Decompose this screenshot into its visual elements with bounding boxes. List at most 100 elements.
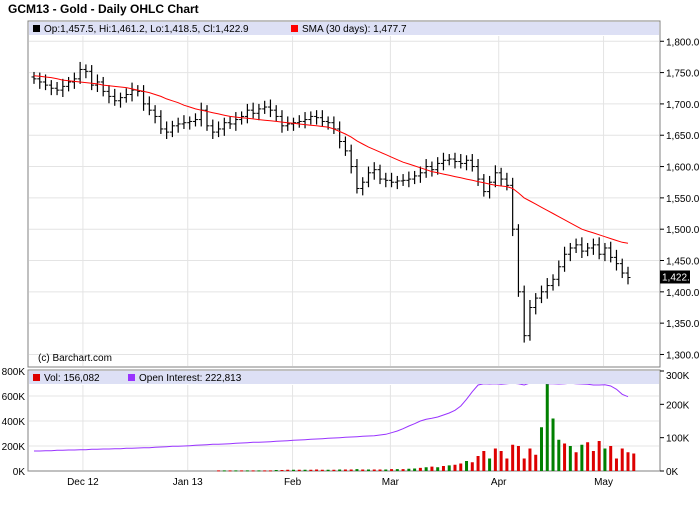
ohlc-bar [573, 238, 579, 253]
ohlc-bar [377, 164, 383, 185]
ohlc-bar [590, 238, 596, 255]
volume-bar [384, 469, 388, 471]
ohlc-bar [227, 116, 233, 129]
ohlc-bar [89, 65, 95, 91]
volume-bar [476, 456, 480, 471]
volume-bar [505, 458, 509, 471]
ohlc-bar [279, 110, 285, 133]
ohlc-bar [118, 92, 124, 108]
ohlc-bar [579, 237, 585, 259]
price-tick-label: 1,550.0 [666, 194, 700, 205]
date-tick-label: Mar [382, 477, 400, 488]
ohlc-bar [596, 237, 602, 260]
ohlc-bar [54, 81, 60, 96]
ohlc-bar [48, 80, 54, 96]
ohlc-bar [146, 96, 152, 116]
ohlc-bar [400, 174, 406, 186]
price-tick-label: 1,300.0 [666, 350, 700, 361]
last-price-badge [660, 270, 690, 284]
open-interest-right-axis: 0K 100K 200K 300K [660, 370, 690, 478]
ohlc-bar [262, 100, 268, 114]
ohlc-bar [342, 136, 348, 156]
date-tick-label: Dec 12 [67, 477, 99, 488]
ohlc-bar [210, 119, 216, 139]
ohlc-bar [619, 258, 625, 279]
volume-bar [482, 451, 486, 471]
price-tick-label: 1,400.0 [666, 288, 700, 299]
volume-bar [280, 470, 284, 471]
ohlc-bar [129, 82, 135, 102]
ohlc-bar [221, 117, 227, 136]
ohlc-bar [71, 72, 77, 89]
sma-legend-text: SMA (30 days): 1,477.7 [302, 24, 407, 35]
oi-tick-label: 300K [666, 371, 690, 382]
volume-bar [465, 461, 469, 471]
chart-title: GCM13 - Gold - Daily OHLC Chart [8, 2, 199, 16]
price-legend-bar [29, 22, 659, 35]
volume-bar [234, 470, 238, 472]
price-panel [27, 20, 661, 368]
volume-bar [372, 469, 376, 471]
price-y-axis: 1,300.0 1,350.0 1,400.0 1,450.0 1,500.0 1,550… [660, 37, 700, 361]
ohlc-bar [37, 72, 43, 89]
price-grid [29, 36, 659, 366]
ohlc-bar [469, 154, 475, 172]
price-tick-label: 1,350.0 [666, 319, 700, 330]
date-x-axis: Dec 12 Jan 13 Feb Mar Apr May [67, 477, 613, 488]
volume-tick-label: 400K [2, 417, 26, 428]
ohlc-bar [487, 175, 493, 199]
volume-left-axis: 0K 200K 400K 600K 800K [2, 367, 26, 478]
volume-bar [343, 469, 347, 471]
ohlc-bar [515, 224, 521, 297]
ohlc-bar [492, 165, 498, 188]
ohlc-bar [60, 78, 66, 98]
volume-bar [499, 451, 503, 471]
oi-tick-label: 100K [666, 434, 690, 445]
ohlc-bar [244, 103, 250, 124]
volume-series [217, 374, 636, 472]
oi-tick-label: 200K [666, 400, 690, 411]
ohlc-bar [533, 293, 539, 315]
ohlc-bar [31, 71, 37, 84]
volume-bar [378, 469, 382, 471]
volume-bar [603, 448, 607, 471]
volume-bar [263, 470, 267, 472]
volume-bar [366, 469, 370, 471]
ohlc-bar [337, 121, 343, 149]
volume-bar [303, 469, 307, 471]
ohlc-bar [412, 170, 418, 185]
ohlc-bar [106, 85, 112, 104]
volume-bar [424, 467, 428, 471]
volume-bar [453, 464, 457, 471]
ohlc-bar [66, 76, 72, 92]
volume-bar [614, 458, 618, 471]
price-tick-label: 1,500.0 [666, 225, 700, 236]
date-tick-label: Apr [491, 477, 507, 488]
ohlc-bar [123, 88, 129, 103]
volume-bar [251, 470, 255, 472]
volume-bar [245, 470, 249, 472]
ohlc-bar [423, 159, 429, 178]
volume-bar [436, 467, 440, 471]
volume-bar [395, 469, 399, 471]
volume-bar [551, 418, 555, 471]
ohlc-legend-swatch [33, 25, 40, 32]
ohlc-legend-text: Op:1,457.5, Hi:1,461.2, Lo:1,418.5, Cl:1… [44, 24, 249, 35]
volume-bar [222, 470, 226, 472]
volume-bar [315, 469, 319, 471]
volume-bar [563, 443, 567, 471]
ohlc-bar [291, 117, 297, 131]
ohlc-bar [510, 177, 516, 237]
ohlc-bar [365, 166, 371, 188]
volume-bar [597, 441, 601, 471]
volume-bar [591, 451, 595, 471]
ohlc-bar [175, 117, 181, 133]
ohlc-bar [521, 285, 527, 343]
volume-bar [441, 466, 445, 471]
volume-bar [511, 444, 515, 471]
ohlc-bar [187, 116, 193, 130]
volume-tick-label: 800K [2, 367, 26, 378]
volume-tick-label: 0K [13, 467, 26, 478]
ohlc-bar [562, 246, 568, 272]
ohlc-bar [435, 157, 441, 175]
